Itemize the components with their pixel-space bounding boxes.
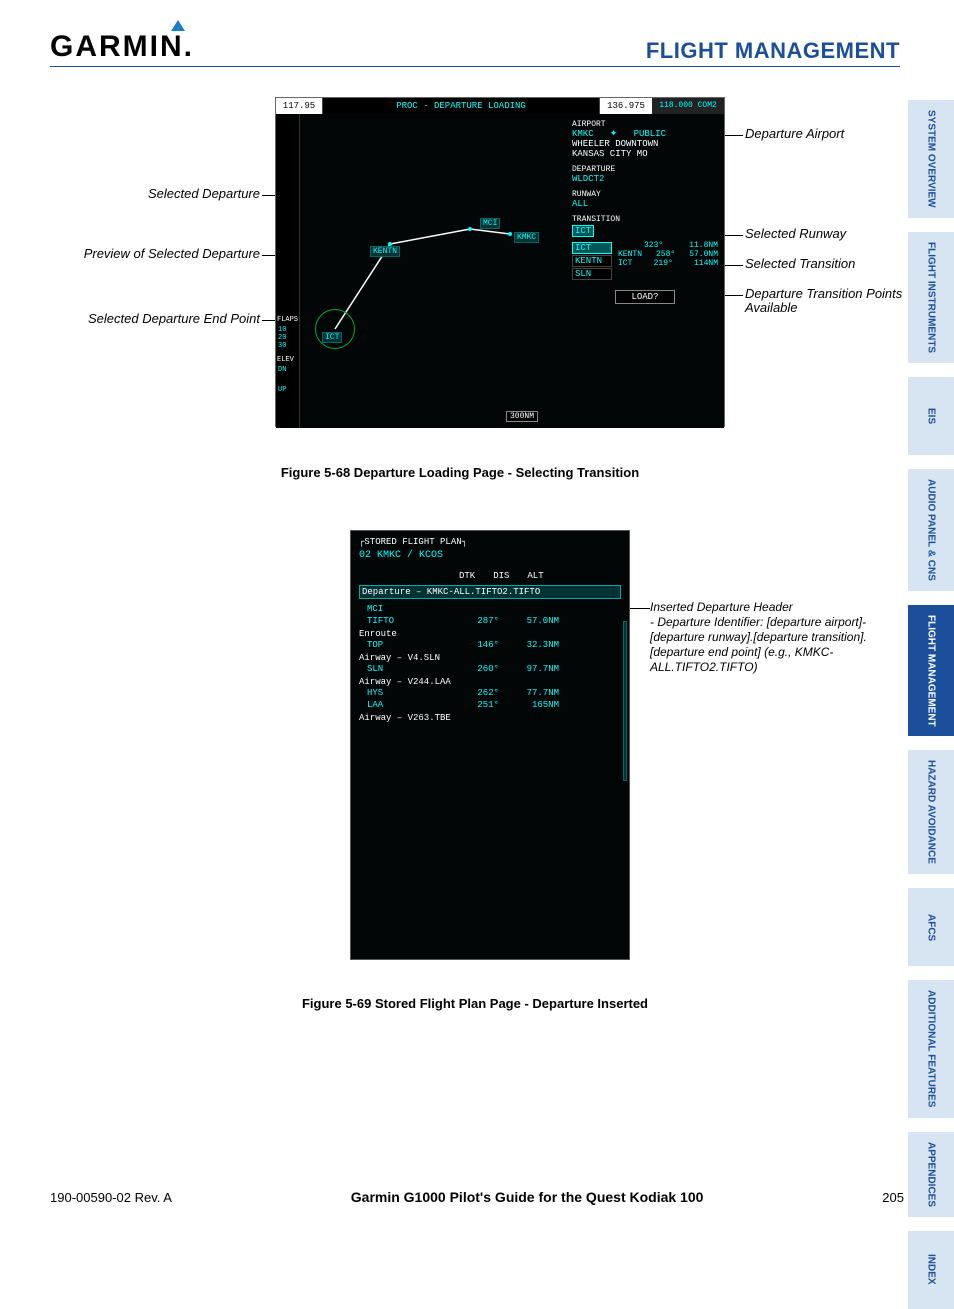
side-tab[interactable]: EIS <box>908 377 954 455</box>
transition-title: TRANSITION <box>572 215 718 224</box>
flight-plan-screen: ┌STORED FLIGHT PLAN┐ 02 KMKC / KCOS DTK … <box>350 530 630 960</box>
side-tab[interactable]: APPENDICES <box>908 1132 954 1217</box>
runway-title: RUNWAY <box>572 190 718 199</box>
runway-value: ALL <box>572 199 718 209</box>
garmin-logo: GARMIN. <box>50 30 194 64</box>
trans-row: 323°11.8NM <box>618 241 718 250</box>
page-footer: 190-00590-02 Rev. A Garmin G1000 Pilot's… <box>50 1189 904 1205</box>
logo-text: GARMIN <box>50 30 184 63</box>
callout-label: Selected Transition <box>745 257 925 271</box>
logo-triangle-icon <box>171 20 185 31</box>
flaps-tick: 30 <box>278 342 299 350</box>
mfd-screen: 117.95 PROC - DEPARTURE LOADING 136.975 … <box>275 97 725 427</box>
fig2-note: Inserted Departure Header - Departure Id… <box>650 600 870 675</box>
leader-line-icon <box>725 295 743 296</box>
transition-value: ICT <box>572 225 594 237</box>
nav-freq: 117.95 <box>276 98 322 114</box>
airport-name: WHEELER DOWNTOWN <box>572 139 718 149</box>
wp-ict: ICT <box>322 332 342 343</box>
side-tabs: SYSTEM OVERVIEW FLIGHT INSTRUMENTS EIS AUDI… <box>908 100 954 1309</box>
leader-line-icon <box>725 135 743 136</box>
info-panel: AIRPORT KMKC ✦ PUBLIC WHEELER DOWNTOWN K… <box>566 114 724 428</box>
col-dis: DIS <box>493 571 509 581</box>
callout-label: Departure Airport <box>745 127 925 141</box>
range-ring-icon <box>315 309 355 349</box>
fplan-section: Airway – V4.SLN <box>359 653 621 663</box>
airport-city: KANSAS CITY MO <box>572 149 718 159</box>
elev-tick: DN <box>278 366 299 374</box>
airport-title: AIRPORT <box>572 120 718 129</box>
fplan-section: Airway – V263.TBE <box>359 713 621 723</box>
com-freq-active: 136.975 <box>600 98 652 114</box>
fplan-row: MCI <box>359 603 621 615</box>
fplan-row: HYS262°77.7NM <box>359 687 621 699</box>
fig1-caption: Figure 5-68 Departure Loading Page - Sel… <box>110 465 810 480</box>
route-lines-icon <box>300 114 566 428</box>
page-title-cell: PROC - DEPARTURE LOADING <box>322 98 600 114</box>
com-freq-standby: 118.000 COM2 <box>652 98 724 114</box>
map-scale: 300NM <box>506 411 538 422</box>
trans-row: ICT219°114NM <box>618 259 718 268</box>
side-tab[interactable]: AFCS <box>908 888 954 966</box>
doc-title: Garmin G1000 Pilot's Guide for the Quest… <box>351 1189 704 1205</box>
callout-label: Selected Runway <box>745 227 925 241</box>
trans-pt: KENTN <box>572 255 612 267</box>
elev-label: ELEV <box>277 356 298 364</box>
fplan-row: LAA251°165NM <box>359 699 621 711</box>
fplan-columns: DTK DIS ALT <box>459 571 621 581</box>
side-tab[interactable]: FLIGHT INSTRUMENTS <box>908 232 954 363</box>
callout-label: Preview of Selected Departure <box>60 247 260 261</box>
trans-row: KENTN258°57.0NM <box>618 250 718 259</box>
leader-line-icon <box>725 235 743 236</box>
side-tab[interactable]: ADDITIONAL FEATURES <box>908 980 954 1117</box>
fplan-row: TOP146°32.3NM <box>359 639 621 651</box>
leader-line-icon <box>725 265 743 266</box>
mfd-topbar: 117.95 PROC - DEPARTURE LOADING 136.975 … <box>276 98 724 114</box>
page-header: GARMIN. FLIGHT MANAGEMENT <box>50 30 900 67</box>
side-tab[interactable]: FLIGHT MANAGEMENT <box>908 605 954 737</box>
fplan-title: ┌STORED FLIGHT PLAN┐ <box>359 537 621 547</box>
doc-number: 190-00590-02 Rev. A <box>50 1190 172 1205</box>
departure-value: WLDCT2 <box>572 174 718 184</box>
col-alt: ALT <box>527 571 543 581</box>
side-tab[interactable]: SYSTEM OVERVIEW <box>908 100 954 218</box>
fplan-route: 02 KMKC / KCOS <box>359 550 621 561</box>
note-header: Inserted Departure Header <box>650 600 870 615</box>
col-dtk: DTK <box>459 571 475 581</box>
flaps-label: FLAPS <box>277 316 298 324</box>
elev-tick: UP <box>278 386 299 394</box>
departure-header: Departure – KMKC-ALL.TIFTO2.TIFTO <box>359 585 621 599</box>
page-number: 205 <box>882 1190 904 1205</box>
wp-mci: MCI <box>480 218 500 229</box>
fplan-row: TIFTO287°57.0NM <box>359 615 621 627</box>
side-tab[interactable]: HAZARD AVOIDANCE <box>908 750 954 874</box>
callout-label: Departure Transition Points Available <box>745 287 925 316</box>
callout-label: Selected Departure <box>60 187 260 201</box>
airport-id: KMKC ✦ PUBLIC <box>572 129 718 139</box>
section-title: FLIGHT MANAGEMENT <box>646 38 900 64</box>
figure-5-68: Selected DeparturePreview of Selected De… <box>170 97 900 457</box>
departure-title: DEPARTURE <box>572 165 718 174</box>
wp-kentn: KENTN <box>370 246 400 257</box>
callout-label: Selected Departure End Point <box>60 312 260 326</box>
load-button[interactable]: LOAD? <box>615 290 675 304</box>
note-body: - Departure Identifier: [departure airpo… <box>650 615 870 675</box>
map-area: MCI KMKC KENTN ICT <box>300 114 566 428</box>
wp-kmkc: KMKC <box>514 232 539 243</box>
flaps-tick: 20 <box>278 334 299 342</box>
scrollbar-icon[interactable] <box>623 621 627 781</box>
fig2-caption: Figure 5-69 Stored Flight Plan Page - De… <box>200 996 750 1011</box>
flaps-tick: 10 <box>278 326 299 334</box>
trans-pt: SLN <box>572 268 612 280</box>
trans-pt: ICT <box>572 242 612 254</box>
fplan-section: Airway – V244.LAA <box>359 677 621 687</box>
leader-line-icon <box>630 608 650 609</box>
side-tab[interactable]: INDEX <box>908 1231 954 1309</box>
fplan-section: Enroute <box>359 629 621 639</box>
side-tab[interactable]: AUDIO PANEL & CNS <box>908 469 954 591</box>
eis-strip: FLAPS 10 20 30 ELEV DN UP <box>276 114 300 428</box>
fplan-row: SLN260°97.7NM <box>359 663 621 675</box>
figure-5-69: ┌STORED FLIGHT PLAN┐ 02 KMKC / KCOS DTK … <box>350 530 900 990</box>
